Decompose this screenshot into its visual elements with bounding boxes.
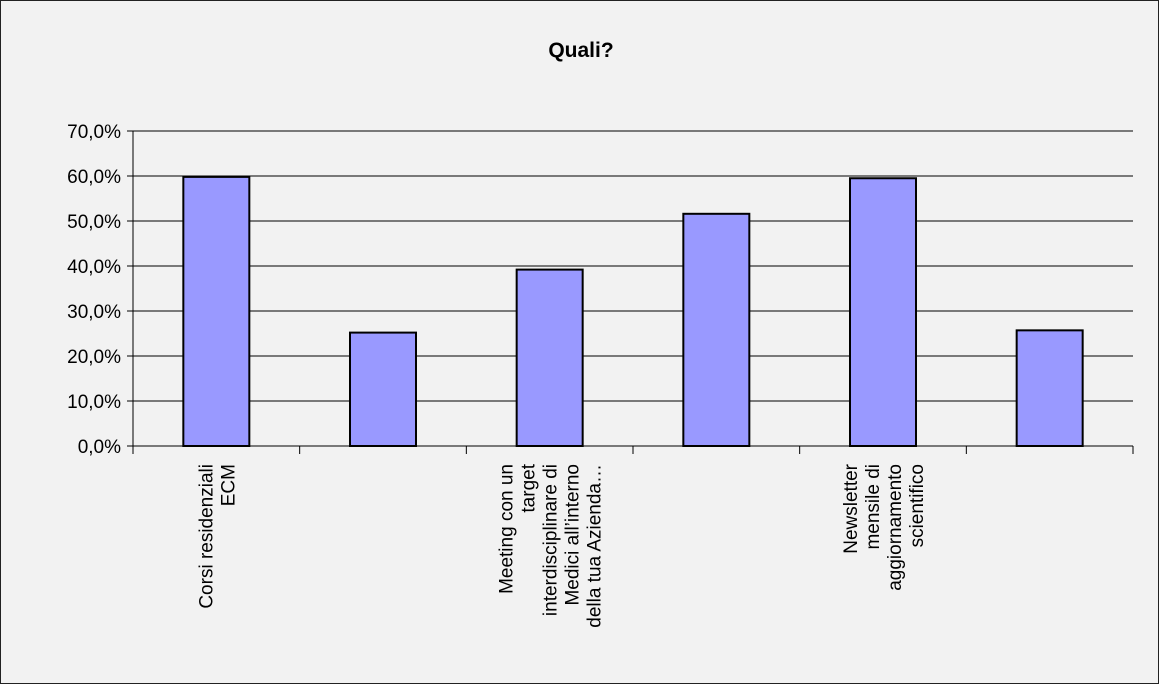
bars	[182, 175, 1084, 448]
gridlines	[133, 130, 1133, 402]
x-category-label: Meeting con un	[497, 464, 518, 594]
x-axis-categories: Corsi residenziali ECM Meeting con un targe…	[196, 463, 928, 627]
y-tick-label: 60,0%	[67, 167, 121, 188]
y-tick-label: 40,0%	[67, 257, 121, 278]
bar	[349, 331, 417, 448]
x-category-label: mensile di	[863, 464, 884, 550]
y-tick-label: 30,0%	[67, 302, 121, 323]
y-tick-label: 50,0%	[67, 212, 121, 233]
x-category-label: scientifico	[907, 464, 928, 547]
y-tick-label: 20,0%	[67, 347, 121, 368]
x-category-label: ECM	[218, 464, 239, 506]
bar	[182, 175, 251, 447]
bar	[849, 177, 917, 447]
x-category-label: interdisciplinare di	[541, 464, 562, 616]
axes	[132, 131, 1134, 454]
x-category-label: Newsletter	[841, 463, 862, 553]
chart-title: Quali?	[548, 39, 613, 62]
y-axis-ticks: 0,0% 10,0% 20,0% 30,0% 40,0% 50,0% 60,0% 70,0%	[67, 122, 133, 458]
y-tick-label: 10,0%	[67, 392, 121, 413]
x-category-label: Medici all’interno	[563, 464, 584, 606]
x-category-label: target	[519, 463, 540, 512]
bar	[1015, 329, 1084, 448]
y-tick-label: 70,0%	[67, 122, 121, 143]
x-category-label: Corsi residenziali	[196, 464, 217, 609]
x-category-label: aggiornamento	[885, 464, 906, 591]
bar	[515, 268, 584, 447]
y-tick-label: 0,0%	[78, 437, 121, 458]
x-category-label: della tua Azienda…	[585, 464, 606, 628]
bar	[682, 212, 751, 447]
